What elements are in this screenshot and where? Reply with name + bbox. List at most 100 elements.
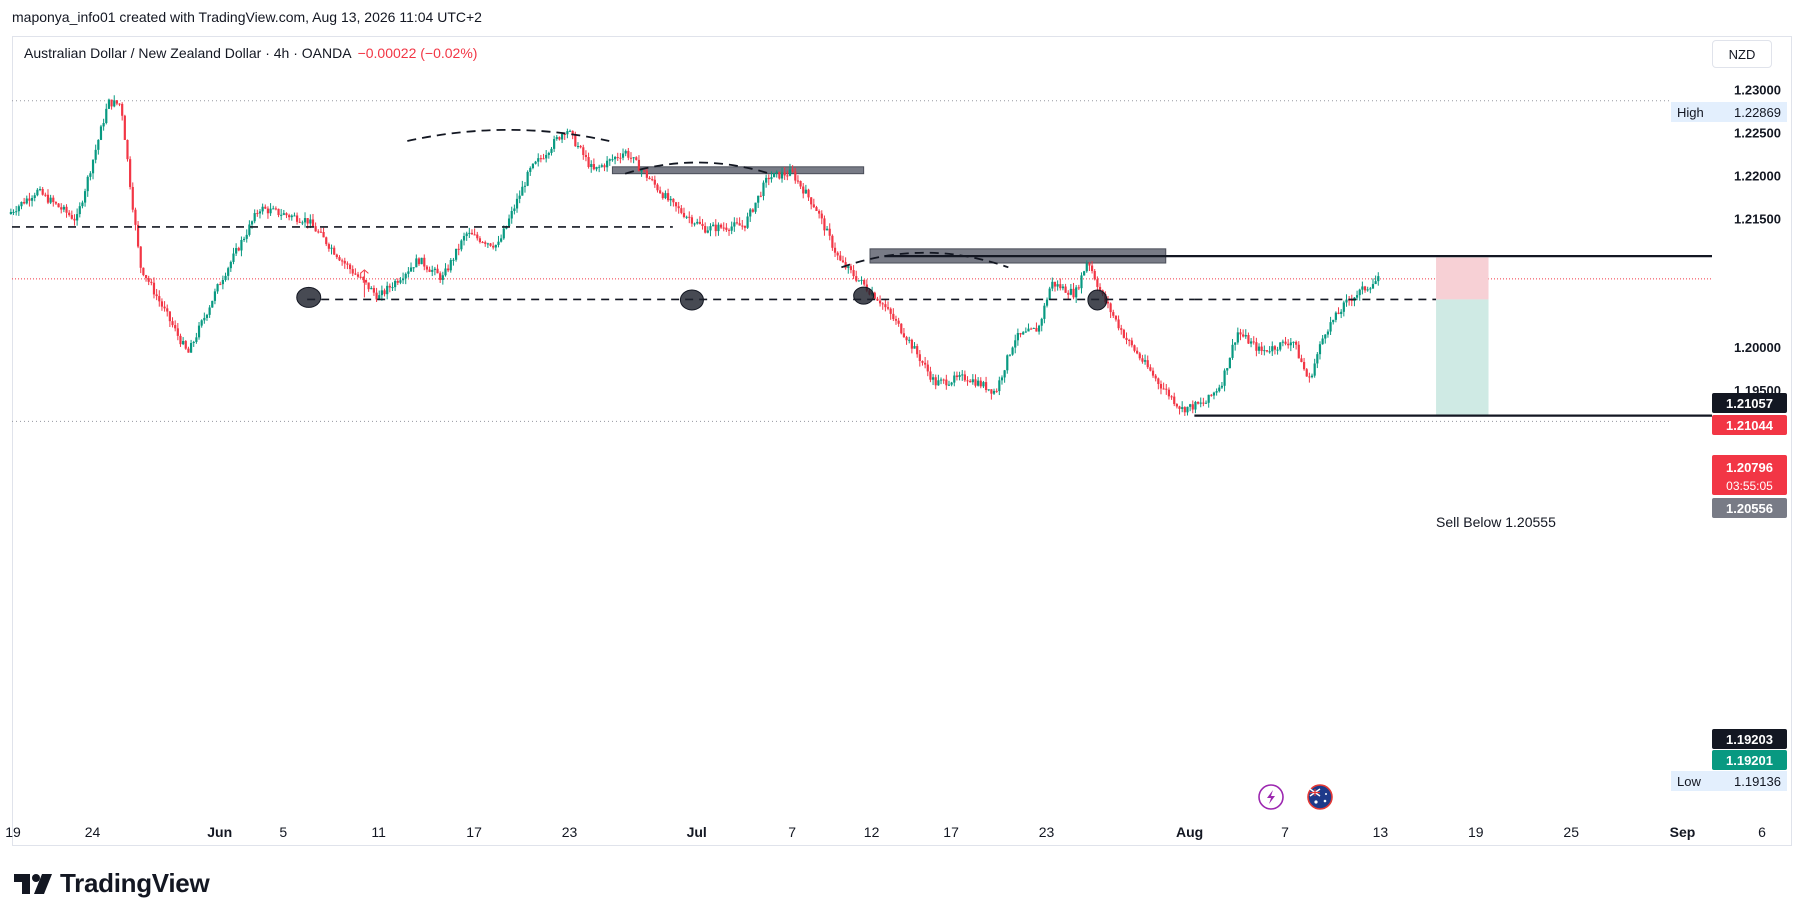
entry-tag: 1.21044 bbox=[1712, 415, 1787, 435]
candle-body bbox=[1273, 346, 1277, 350]
candle bbox=[1316, 352, 1319, 369]
candle bbox=[184, 339, 187, 350]
candle bbox=[950, 381, 953, 387]
candle-body bbox=[1271, 346, 1274, 352]
candle-body bbox=[99, 126, 103, 140]
candle-body bbox=[38, 189, 42, 191]
candle bbox=[9, 208, 12, 215]
candle-body bbox=[677, 206, 680, 209]
candle bbox=[25, 195, 28, 205]
candle-body bbox=[1085, 263, 1088, 272]
australia-flag-icon[interactable] bbox=[1307, 784, 1333, 810]
symbol-legend[interactable]: Australian Dollar / New Zealand Dollar ·… bbox=[24, 45, 477, 61]
candle bbox=[892, 308, 895, 322]
candle bbox=[290, 214, 293, 221]
candle bbox=[953, 371, 956, 387]
candle bbox=[510, 206, 513, 224]
currency-button[interactable]: NZD bbox=[1712, 40, 1772, 68]
candle-body bbox=[1300, 358, 1303, 362]
last-price-tag: 1.20796 03:55:05 bbox=[1712, 455, 1787, 495]
candle-body bbox=[513, 208, 516, 211]
candle bbox=[12, 209, 15, 216]
candle bbox=[714, 219, 717, 237]
candle bbox=[452, 257, 455, 266]
candle-body bbox=[439, 273, 442, 280]
candle bbox=[295, 212, 299, 225]
candle-body bbox=[545, 154, 548, 159]
candle bbox=[1125, 332, 1128, 345]
candle bbox=[757, 195, 760, 209]
candle-body bbox=[765, 177, 768, 183]
candle bbox=[659, 186, 662, 194]
tradingview-logo[interactable]: TradingView bbox=[14, 868, 210, 899]
candle bbox=[158, 290, 161, 307]
resistance-tag-bg bbox=[1712, 393, 1787, 413]
candle bbox=[513, 204, 516, 215]
candle-body bbox=[664, 193, 667, 199]
candle-body bbox=[918, 354, 921, 362]
candle-body bbox=[621, 153, 625, 158]
candle bbox=[629, 152, 633, 163]
candle-body bbox=[863, 279, 866, 285]
candle bbox=[515, 193, 519, 213]
candle-body bbox=[359, 276, 362, 278]
candle bbox=[1162, 382, 1165, 390]
candle bbox=[182, 337, 185, 346]
candle-body bbox=[94, 149, 97, 160]
candle bbox=[1326, 329, 1330, 338]
candle bbox=[383, 288, 386, 297]
candle bbox=[163, 301, 166, 312]
candle bbox=[1011, 346, 1014, 356]
candle-body bbox=[409, 267, 413, 272]
candle bbox=[44, 192, 47, 197]
candle bbox=[1340, 309, 1343, 319]
candle bbox=[916, 343, 919, 358]
candle bbox=[1276, 346, 1279, 355]
candle-body bbox=[1350, 299, 1353, 301]
candle-body bbox=[836, 252, 839, 256]
candle bbox=[558, 136, 561, 141]
candle bbox=[131, 182, 134, 213]
candle bbox=[364, 279, 368, 285]
candle-body bbox=[213, 291, 217, 301]
candle bbox=[293, 212, 296, 217]
candle bbox=[961, 370, 964, 381]
candle bbox=[502, 225, 505, 240]
candle bbox=[274, 206, 277, 211]
candle bbox=[783, 167, 786, 180]
candle bbox=[343, 257, 346, 269]
last-price-value: 1.20796 bbox=[1726, 460, 1773, 475]
candle bbox=[661, 191, 664, 200]
candle-body bbox=[166, 308, 169, 312]
candle-body bbox=[987, 389, 990, 391]
candle-body bbox=[743, 225, 747, 228]
candle-body bbox=[404, 273, 407, 279]
candle bbox=[648, 176, 651, 180]
candle-body bbox=[1202, 402, 1205, 404]
candle-body bbox=[1143, 360, 1147, 362]
candle-body bbox=[852, 270, 855, 277]
candle bbox=[394, 278, 397, 291]
candle-body bbox=[83, 191, 87, 203]
candle bbox=[942, 378, 945, 384]
target-tag-value: 1.19203 bbox=[1726, 732, 1773, 747]
candle bbox=[921, 360, 924, 366]
candle bbox=[677, 201, 680, 214]
candle-body bbox=[364, 280, 368, 283]
candle-body bbox=[1247, 335, 1250, 344]
candle bbox=[1271, 341, 1274, 356]
candle bbox=[841, 255, 845, 263]
candle-body bbox=[25, 198, 28, 204]
candle bbox=[1249, 337, 1253, 348]
candle bbox=[354, 268, 357, 276]
candle bbox=[1196, 401, 1200, 405]
candle-body bbox=[158, 296, 161, 302]
candle-body bbox=[20, 201, 23, 207]
candle bbox=[616, 152, 619, 161]
lightning-icon[interactable] bbox=[1258, 784, 1284, 810]
candle-body bbox=[224, 275, 227, 280]
candle-body bbox=[582, 147, 585, 156]
candle-body bbox=[682, 212, 686, 218]
candle-body bbox=[1146, 360, 1149, 368]
